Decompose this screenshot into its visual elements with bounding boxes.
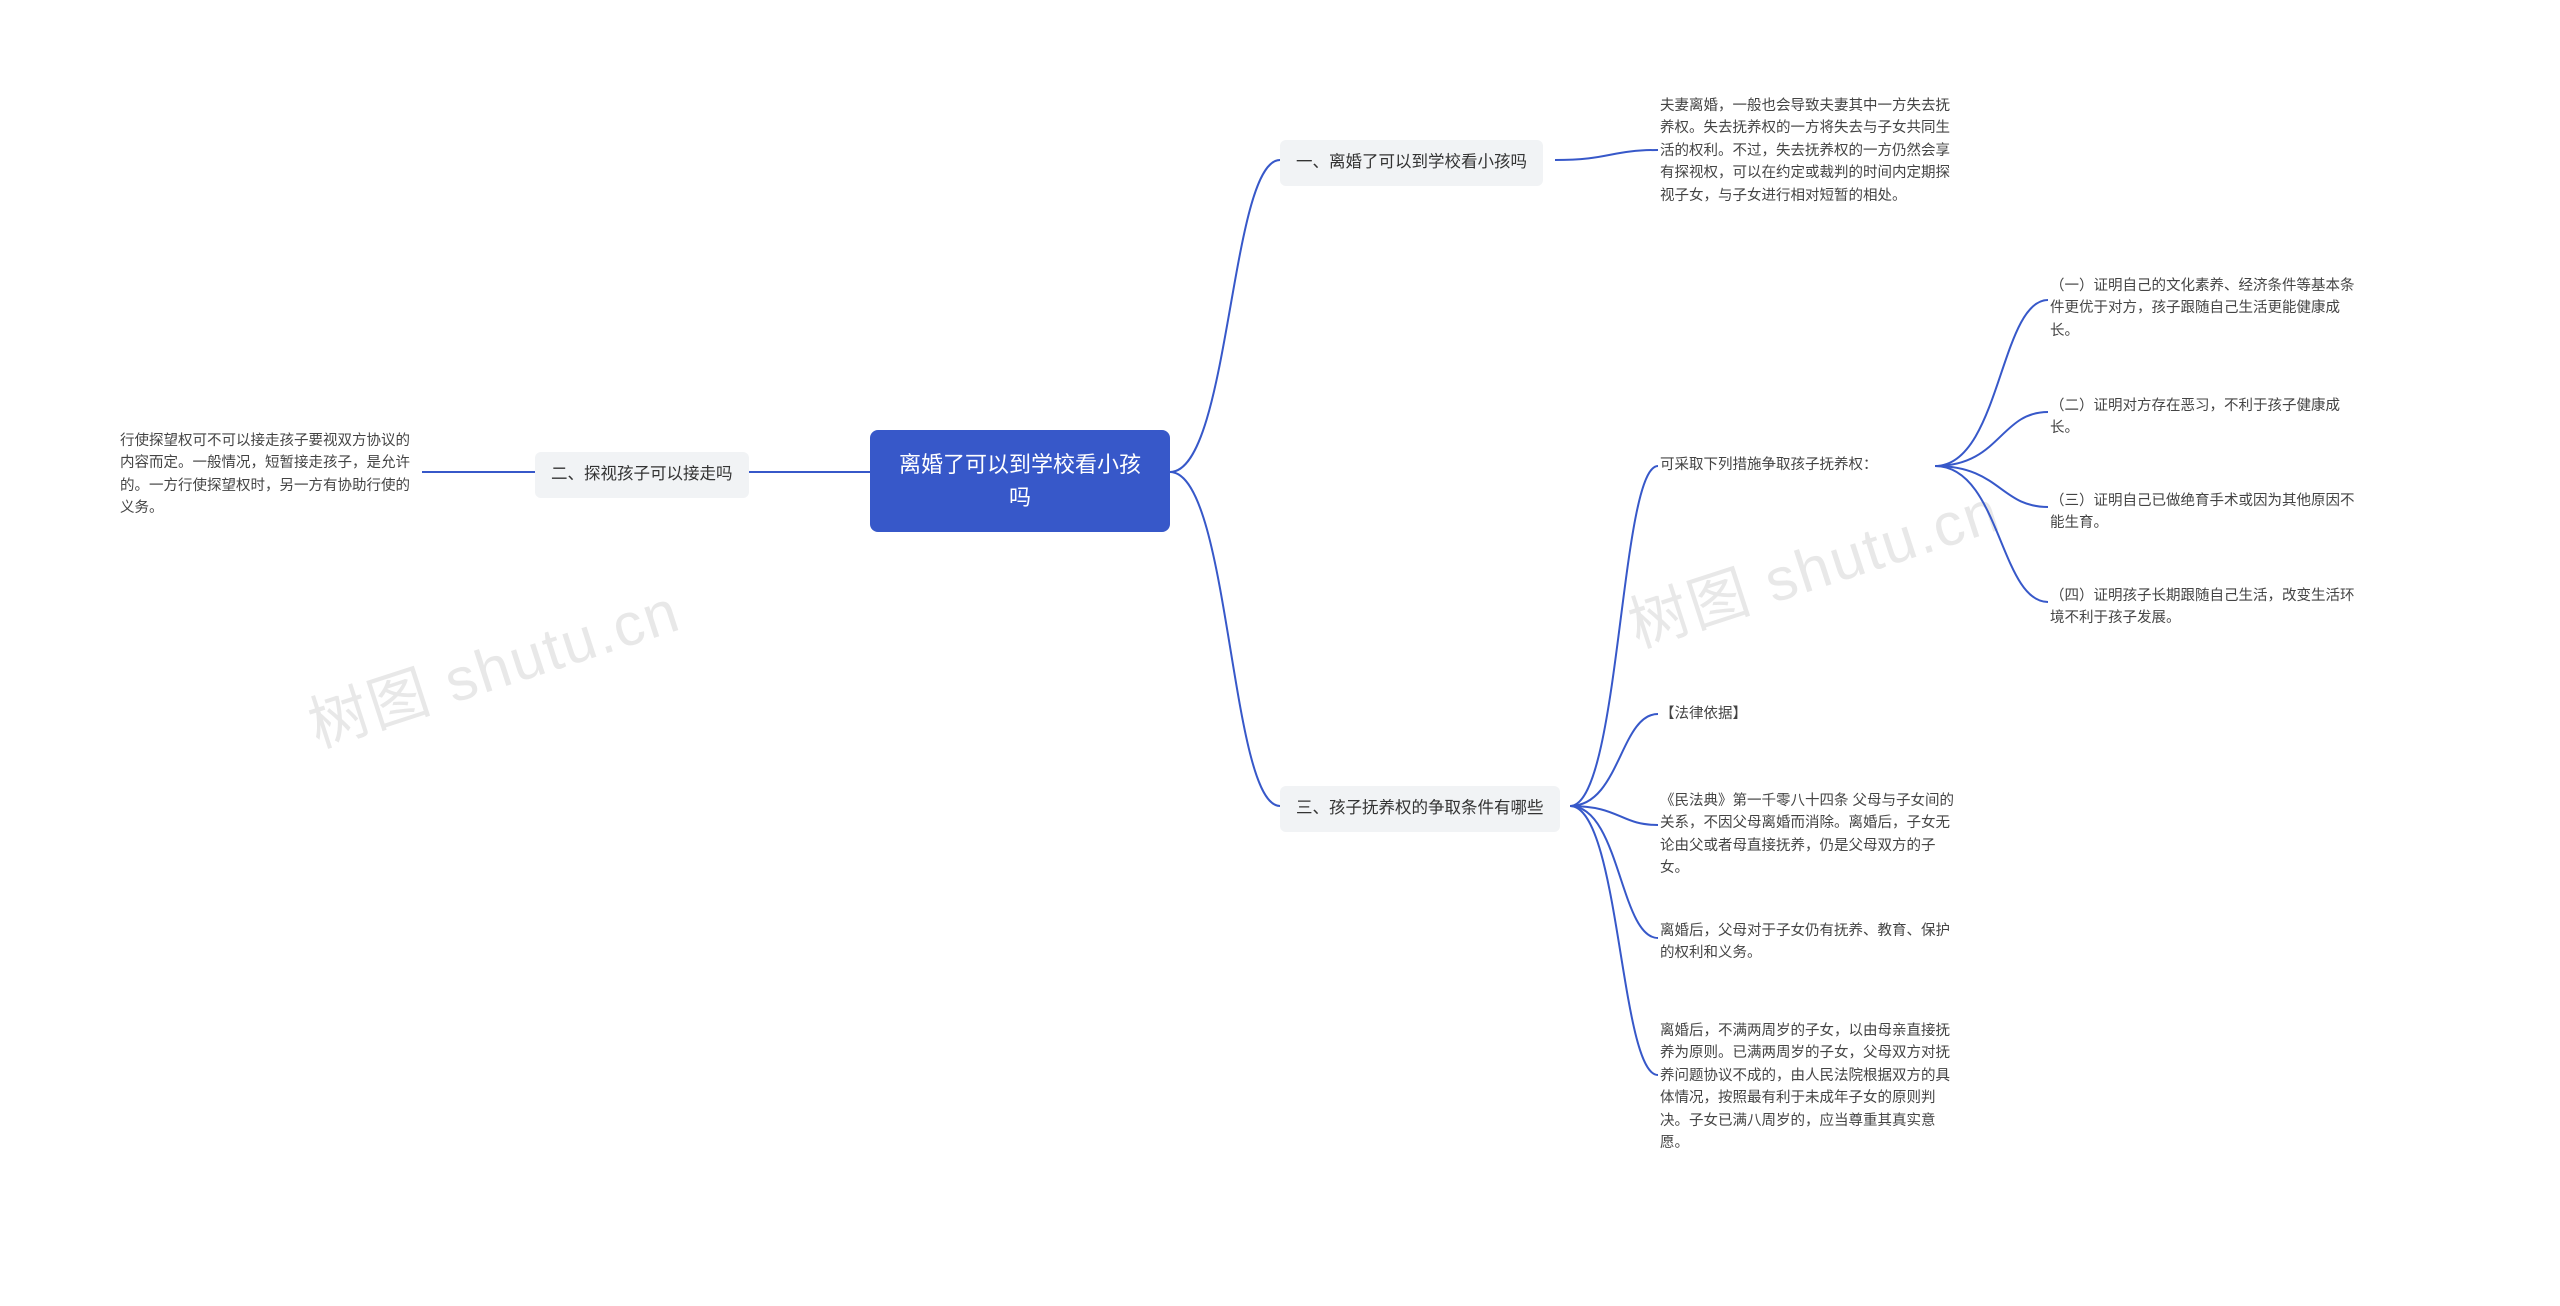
branch-3: 三、孩子抚养权的争取条件有哪些: [1280, 786, 1560, 832]
watermark: 树图 shutu.cn: [296, 563, 690, 765]
branch-2-leaf: 行使探望权可不可以接走孩子要视双方协议的内容而定。一般情况，短暂接走孩子，是允许…: [120, 430, 420, 520]
branch-1: 一、离婚了可以到学校看小孩吗: [1280, 140, 1543, 186]
measures-label: 可采取下列措施争取孩子抚养权：: [1660, 454, 1878, 476]
watermark: 树图 shutu.cn: [1616, 463, 2010, 665]
connector-lines: [0, 0, 2560, 1306]
branch-2: 二、探视孩子可以接走吗: [535, 452, 749, 498]
measure-item-3: （三）证明自己已做绝育手术或因为其他原因不能生育。: [2050, 490, 2360, 535]
legal-basis-label: 【法律依据】: [1660, 703, 1747, 725]
root-node: 离婚了可以到学校看小孩吗: [870, 430, 1170, 532]
measure-item-4: （四）证明孩子长期跟随自己生活，改变生活环境不利于孩子发展。: [2050, 585, 2360, 630]
measure-item-2: （二）证明对方存在恶习，不利于孩子健康成长。: [2050, 395, 2360, 440]
branch-1-leaf: 夫妻离婚，一般也会导致夫妻其中一方失去抚养权。失去抚养权的一方将失去与子女共同生…: [1660, 95, 1960, 207]
legal-item-3: 离婚后，不满两周岁的子女，以由母亲直接抚养为原则。已满两周岁的子女，父母双方对抚…: [1660, 1020, 1960, 1155]
legal-item-2: 离婚后，父母对于子女仍有抚养、教育、保护的权利和义务。: [1660, 920, 1960, 965]
legal-item-1: 《民法典》第一千零八十四条 父母与子女间的关系，不因父母离婚而消除。离婚后，子女…: [1660, 790, 1960, 880]
measure-item-1: （一）证明自己的文化素养、经济条件等基本条件更优于对方，孩子跟随自己生活更能健康…: [2050, 275, 2360, 342]
